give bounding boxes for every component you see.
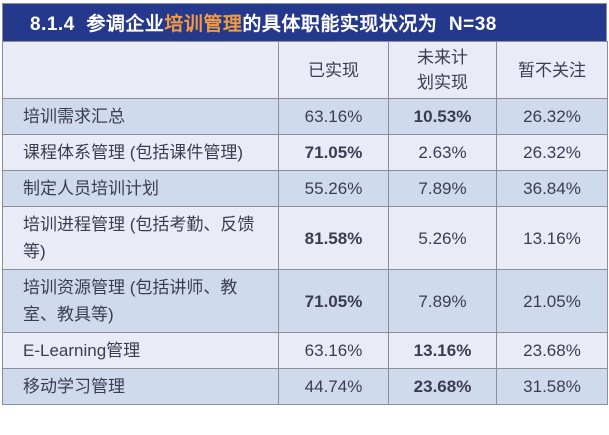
cell-value: 36.84% [496, 170, 608, 207]
row-label: 培训资源管理 (包括讲师、教室、教具等) [2, 269, 279, 333]
col-header-planned-label: 未来计划实现 [417, 47, 468, 92]
row-label: 培训需求汇总 [2, 98, 279, 135]
col-header-ignored: 暂不关注 [496, 41, 608, 99]
table-row: E-Learning管理 63.16% 13.16% 23.68% [2, 332, 608, 369]
table-row: 培训进程管理 (包括考勤、反馈等) 81.58% 5.26% 13.16% [2, 206, 608, 270]
cell-value: 23.68% [496, 332, 608, 369]
cell-value: 71.05% [278, 269, 389, 333]
table-row: 培训资源管理 (包括讲师、教室、教具等) 71.05% 7.89% 21.05% [2, 269, 608, 333]
title-suffix: 的具体职能实现状况为 N=38 [242, 14, 497, 35]
row-label: 制定人员培训计划 [2, 170, 279, 207]
table-body: 培训需求汇总 63.16% 10.53% 26.32% 课程体系管理 (包括课件管理) 7… [2, 98, 608, 405]
header-row: 已实现 未来计划实现 暂不关注 [2, 41, 608, 99]
cell-value: 10.53% [388, 98, 497, 135]
table-row: 课程体系管理 (包括课件管理) 71.05% 2.63% 26.32% [2, 134, 608, 171]
survey-table: 已实现 未来计划实现 暂不关注 培训需求汇总 63.16% 10.53% 26.32%… [2, 41, 608, 405]
row-label: 移动学习管理 [2, 368, 279, 405]
cell-value: 26.32% [496, 134, 608, 171]
title-highlight: 培训管理 [164, 14, 243, 35]
row-label: E-Learning管理 [2, 332, 279, 369]
survey-table-container: 8.1.4 参调企业 培训管理 的具体职能实现状况为 N=38 已实现 未来计划实现… [2, 3, 608, 405]
col-header-function [2, 41, 279, 99]
cell-value: 21.05% [496, 269, 608, 333]
cell-value: 13.16% [496, 206, 608, 270]
cell-value: 63.16% [278, 98, 389, 135]
cell-value: 23.68% [388, 368, 497, 405]
row-label: 课程体系管理 (包括课件管理) [2, 134, 279, 171]
cell-value: 13.16% [388, 332, 497, 369]
row-label: 培训进程管理 (包括考勤、反馈等) [2, 206, 279, 270]
col-header-realized: 已实现 [278, 41, 389, 99]
col-header-planned: 未来计划实现 [388, 41, 497, 99]
cell-value: 26.32% [496, 98, 608, 135]
cell-value: 44.74% [278, 368, 389, 405]
cell-value: 31.58% [496, 368, 608, 405]
cell-value: 81.58% [278, 206, 389, 270]
cell-value: 63.16% [278, 332, 389, 369]
cell-value: 7.89% [388, 170, 497, 207]
table-row: 移动学习管理 44.74% 23.68% 31.58% [2, 368, 608, 405]
cell-value: 7.89% [388, 269, 497, 333]
table-row: 制定人员培训计划 55.26% 7.89% 36.84% [2, 170, 608, 207]
table-row: 培训需求汇总 63.16% 10.53% 26.32% [2, 98, 608, 135]
cell-value: 55.26% [278, 170, 389, 207]
cell-value: 5.26% [388, 206, 497, 270]
title-prefix: 8.1.4 参调企业 [30, 14, 165, 35]
cell-value: 71.05% [278, 134, 389, 171]
cell-value: 2.63% [388, 134, 497, 171]
table-title-bar: 8.1.4 参调企业 培训管理 的具体职能实现状况为 N=38 [2, 3, 607, 42]
